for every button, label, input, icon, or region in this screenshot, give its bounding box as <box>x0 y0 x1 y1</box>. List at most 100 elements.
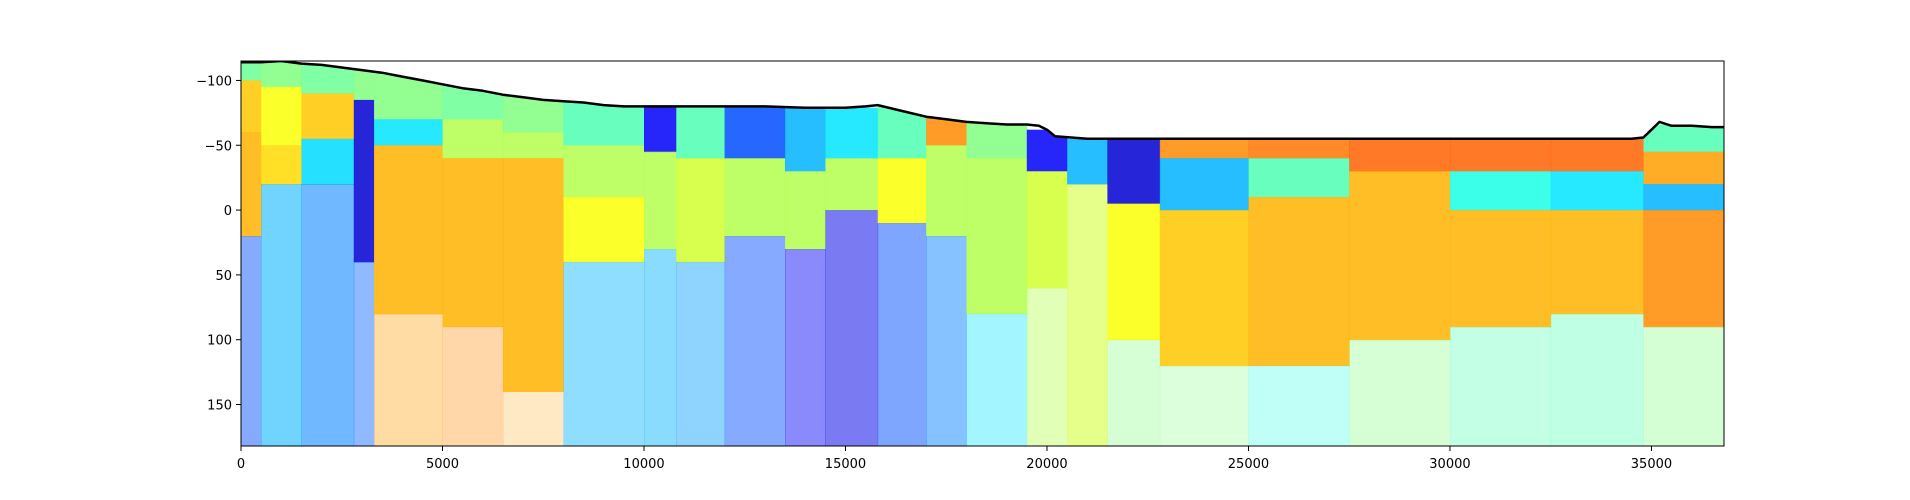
field-cell <box>644 249 677 446</box>
field-cell <box>785 107 826 172</box>
field-cell <box>877 223 927 446</box>
field-cell <box>353 99 375 263</box>
y-tick-label: 50 <box>215 269 232 284</box>
y-tick-label: −100 <box>196 74 232 89</box>
field-cell <box>676 106 726 159</box>
field-cell <box>241 132 262 237</box>
field-cell <box>1248 138 1350 159</box>
field-column <box>442 84 504 446</box>
color-field <box>241 61 1724 446</box>
x-tick-label: 20000 <box>1026 457 1067 472</box>
y-axis: −100 −50 0 50 100 150 <box>196 74 241 414</box>
field-column <box>1026 129 1068 446</box>
field-cell <box>1349 171 1451 341</box>
field-cell <box>966 313 1028 446</box>
field-cell <box>353 67 375 101</box>
field-column <box>353 67 375 446</box>
field-cell <box>374 313 443 446</box>
above-surface-mask <box>241 61 1724 139</box>
field-cell <box>1067 138 1108 185</box>
field-column <box>926 116 967 446</box>
field-column <box>966 121 1028 446</box>
field-cell <box>966 158 1028 315</box>
field-cell <box>1026 287 1068 446</box>
field-cell <box>374 119 443 146</box>
field-cell <box>1450 326 1552 446</box>
field-column <box>785 107 826 446</box>
field-cell <box>1450 171 1552 211</box>
field-column <box>241 61 262 446</box>
field-cell <box>1450 210 1552 328</box>
field-cell <box>1159 158 1249 211</box>
field-cell <box>1550 171 1644 211</box>
field-cell <box>1550 313 1644 446</box>
field-cell <box>241 61 262 81</box>
field-cell <box>261 184 302 446</box>
field-cell <box>1248 197 1350 367</box>
field-column <box>1248 138 1350 446</box>
field-cell <box>1159 138 1249 159</box>
field-cell <box>1643 124 1724 153</box>
y-tick-label: 0 <box>224 204 232 219</box>
field-cell <box>724 158 786 237</box>
field-cell <box>563 261 645 446</box>
field-cell <box>785 249 826 446</box>
field-column <box>502 94 564 446</box>
field-column <box>1349 138 1451 446</box>
field-cell <box>1107 138 1161 205</box>
field-column <box>825 107 879 446</box>
field-cell <box>825 158 879 211</box>
field-cell <box>502 391 564 446</box>
field-column <box>1159 138 1249 446</box>
field-column <box>301 61 355 446</box>
x-tick-label: 35000 <box>1631 457 1672 472</box>
field-cell <box>442 326 504 446</box>
field-column <box>1067 138 1108 446</box>
field-cell <box>301 138 355 185</box>
field-cell <box>825 107 879 159</box>
field-cell <box>1550 210 1644 315</box>
field-cell <box>241 236 262 446</box>
field-column <box>877 106 927 446</box>
field-cell <box>563 197 645 263</box>
field-cell <box>676 261 726 446</box>
field-cell <box>1107 339 1161 446</box>
field-column <box>1450 138 1552 446</box>
field-cell <box>1349 339 1451 446</box>
field-cell <box>563 101 645 146</box>
field-column <box>1550 138 1644 446</box>
field-cell <box>724 236 786 446</box>
x-tick-label: 15000 <box>825 457 866 472</box>
y-tick-label: 100 <box>207 334 232 349</box>
field-column <box>676 106 726 446</box>
x-tick-label: 5000 <box>426 457 459 472</box>
field-cell <box>502 158 564 392</box>
field-cell <box>374 145 443 315</box>
field-column <box>644 106 677 446</box>
plot-frame <box>240 60 1725 447</box>
field-cell <box>1450 138 1552 172</box>
field-cell <box>261 61 302 88</box>
field-cell <box>1067 184 1108 446</box>
x-tick-label: 0 <box>237 457 245 472</box>
field-cell <box>1026 171 1068 289</box>
field-cell <box>724 106 786 159</box>
x-tick-label: 25000 <box>1228 457 1269 472</box>
field-cell <box>1349 138 1451 172</box>
y-tick-label: −50 <box>205 139 232 154</box>
field-cell <box>1107 203 1161 341</box>
field-column <box>1643 124 1724 446</box>
field-cell <box>353 261 375 446</box>
field-cell <box>877 158 927 224</box>
x-tick-label: 30000 <box>1429 457 1470 472</box>
field-cell <box>966 121 1028 159</box>
field-cell <box>825 210 879 446</box>
field-cell <box>442 119 504 159</box>
field-cell <box>261 145 302 185</box>
field-column <box>563 101 645 446</box>
field-column <box>261 61 302 446</box>
x-axis: 0 5000 10000 15000 20000 25000 30000 35000 <box>237 446 1672 472</box>
field-cell <box>1159 210 1249 367</box>
